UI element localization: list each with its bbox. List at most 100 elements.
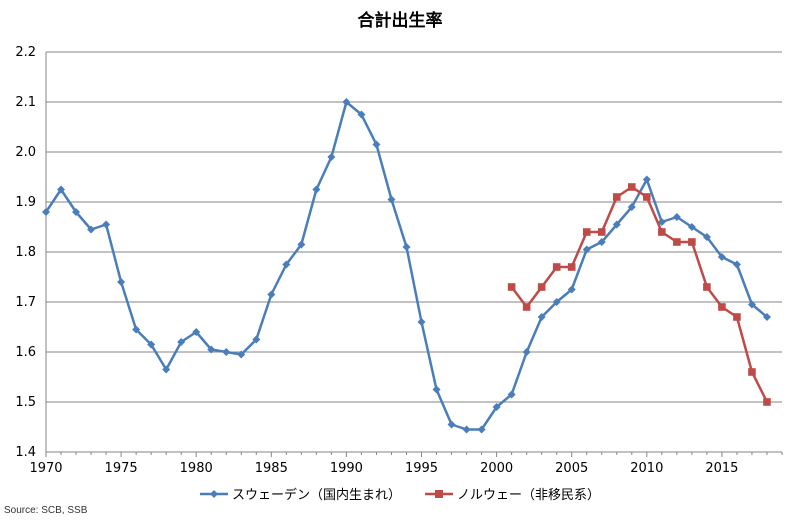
y-tick-label: 1.9 bbox=[15, 195, 36, 210]
x-tick-label: 2005 bbox=[555, 461, 588, 476]
data-point bbox=[177, 338, 186, 346]
gridlines bbox=[46, 51, 782, 453]
x-tick-label: 1970 bbox=[29, 461, 62, 476]
data-point bbox=[567, 285, 576, 294]
data-point bbox=[612, 193, 621, 201]
data-point bbox=[537, 313, 546, 321]
data-point bbox=[537, 283, 546, 291]
data-point bbox=[762, 313, 771, 321]
data-point bbox=[717, 253, 726, 261]
legend-label: ノルウェー（非移民系） bbox=[457, 488, 600, 503]
data-point bbox=[732, 260, 741, 269]
data-point bbox=[597, 238, 606, 246]
series-lines bbox=[42, 98, 771, 434]
data-point bbox=[643, 193, 651, 201]
source-note: Source: SCB, SSB bbox=[4, 505, 88, 516]
data-point bbox=[657, 218, 666, 226]
data-point bbox=[627, 183, 636, 191]
data-point bbox=[297, 240, 306, 249]
data-point bbox=[132, 325, 141, 334]
data-point bbox=[477, 425, 486, 434]
legend-marker bbox=[210, 490, 218, 498]
data-point bbox=[582, 228, 591, 236]
data-point bbox=[702, 233, 711, 241]
data-point bbox=[552, 263, 561, 271]
series-line bbox=[510, 185, 769, 403]
data-point bbox=[492, 403, 501, 411]
data-point bbox=[733, 313, 741, 321]
data-point bbox=[687, 223, 696, 231]
data-point bbox=[72, 208, 81, 216]
axes: 1.4 1.5 1.6 1.7 1.8 1.9 2.0 2.1 2.2 1970 1975 1980 1… bbox=[15, 45, 783, 476]
data-point bbox=[87, 225, 96, 234]
x-tick-label: 2015 bbox=[705, 461, 738, 476]
data-point bbox=[462, 425, 471, 434]
y-tick-label: 1.8 bbox=[15, 245, 36, 260]
y-tick-label: 2.1 bbox=[15, 95, 36, 110]
data-point bbox=[672, 213, 681, 221]
data-point bbox=[763, 398, 771, 406]
y-tick-label: 1.4 bbox=[15, 445, 36, 460]
data-point bbox=[252, 335, 261, 344]
data-point bbox=[102, 220, 111, 229]
data-point bbox=[222, 348, 231, 356]
data-point bbox=[267, 290, 276, 299]
series-1 bbox=[42, 98, 771, 434]
legend-label: スウェーデン（国内生まれ） bbox=[232, 487, 401, 503]
x-tick-label: 1990 bbox=[330, 461, 363, 476]
x-tick-label: 2010 bbox=[630, 461, 663, 476]
x-tick-label: 2000 bbox=[480, 461, 513, 476]
x-tick-label: 1975 bbox=[105, 461, 138, 476]
legend-item-2: ノルウェー（非移民系） bbox=[425, 488, 600, 503]
data-point bbox=[192, 328, 201, 336]
data-point bbox=[507, 390, 516, 399]
data-point bbox=[42, 208, 50, 216]
chart-title: 合計出生率 bbox=[358, 10, 443, 31]
data-point bbox=[748, 368, 756, 376]
data-point bbox=[57, 185, 66, 194]
data-point bbox=[282, 260, 291, 269]
data-point bbox=[522, 348, 531, 356]
data-point bbox=[237, 350, 246, 359]
data-point bbox=[432, 385, 441, 394]
data-point bbox=[402, 243, 411, 251]
data-point bbox=[658, 228, 666, 236]
legend-marker bbox=[435, 490, 443, 498]
data-point bbox=[162, 365, 171, 374]
y-tick-label: 1.6 bbox=[15, 345, 36, 360]
data-point bbox=[747, 300, 756, 309]
series-line bbox=[44, 100, 768, 431]
x-tick-label: 1995 bbox=[405, 461, 438, 476]
data-point bbox=[718, 303, 726, 311]
data-point bbox=[703, 283, 711, 291]
data-point bbox=[522, 303, 531, 311]
y-tick-label: 2.0 bbox=[15, 145, 36, 160]
data-point bbox=[627, 203, 636, 211]
data-point bbox=[387, 195, 396, 204]
series-2 bbox=[507, 183, 771, 406]
y-tick-label: 1.5 bbox=[15, 395, 36, 410]
data-point bbox=[342, 98, 351, 106]
data-point bbox=[147, 340, 156, 349]
y-tick-label: 2.2 bbox=[15, 45, 36, 60]
data-point bbox=[207, 345, 216, 354]
data-point bbox=[117, 278, 126, 286]
y-tick-label: 1.7 bbox=[15, 295, 36, 310]
data-point bbox=[417, 318, 426, 326]
data-point bbox=[612, 220, 621, 229]
data-point bbox=[688, 238, 696, 246]
data-point bbox=[447, 420, 456, 429]
data-point bbox=[673, 238, 681, 246]
data-point bbox=[567, 263, 576, 271]
data-point bbox=[642, 175, 651, 184]
data-point bbox=[357, 110, 366, 119]
legend-item-1: スウェーデン（国内生まれ） bbox=[200, 487, 401, 503]
data-point bbox=[327, 153, 336, 161]
data-point bbox=[507, 283, 516, 291]
data-point bbox=[372, 140, 381, 149]
data-point bbox=[552, 298, 561, 306]
legend: スウェーデン（国内生まれ） ノルウェー（非移民系） bbox=[200, 487, 600, 503]
data-point bbox=[582, 245, 591, 254]
